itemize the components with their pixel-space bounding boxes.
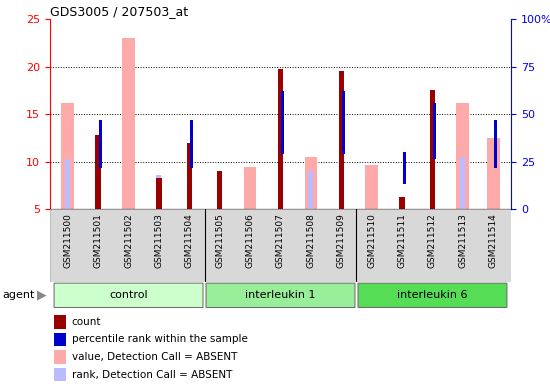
Text: GSM211514: GSM211514 xyxy=(489,213,498,268)
Text: GSM211513: GSM211513 xyxy=(458,213,468,268)
Bar xyxy=(190,120,193,168)
Bar xyxy=(54,351,65,364)
Text: agent: agent xyxy=(3,290,35,300)
Bar xyxy=(244,167,256,209)
Text: GSM211512: GSM211512 xyxy=(428,213,437,268)
Text: GSM211505: GSM211505 xyxy=(215,213,224,268)
Bar xyxy=(494,120,497,168)
Bar xyxy=(282,91,284,154)
Text: GSM211503: GSM211503 xyxy=(155,213,163,268)
Bar xyxy=(156,175,161,209)
Text: ▶: ▶ xyxy=(37,288,47,301)
Text: GSM211504: GSM211504 xyxy=(185,213,194,268)
Bar xyxy=(65,159,70,209)
Text: rank, Detection Call = ABSENT: rank, Detection Call = ABSENT xyxy=(72,369,232,379)
Text: GSM211511: GSM211511 xyxy=(398,213,406,268)
Bar xyxy=(95,135,101,209)
Bar xyxy=(156,178,162,209)
Bar xyxy=(54,333,65,346)
Text: GSM211506: GSM211506 xyxy=(246,213,255,268)
Text: GSM211507: GSM211507 xyxy=(276,213,285,268)
Text: count: count xyxy=(72,317,101,327)
FancyBboxPatch shape xyxy=(358,283,507,308)
Text: GSM211501: GSM211501 xyxy=(94,213,103,268)
Bar xyxy=(62,103,74,209)
Bar xyxy=(399,197,405,209)
Bar xyxy=(365,165,378,209)
Bar xyxy=(99,120,102,168)
Bar xyxy=(54,368,65,381)
Text: control: control xyxy=(109,290,148,300)
Text: interleukin 6: interleukin 6 xyxy=(397,290,468,300)
Bar xyxy=(305,157,317,209)
Bar xyxy=(122,38,135,209)
Text: GSM211500: GSM211500 xyxy=(63,213,72,268)
Bar xyxy=(456,103,469,209)
FancyBboxPatch shape xyxy=(54,283,203,308)
Text: GDS3005 / 207503_at: GDS3005 / 207503_at xyxy=(50,5,188,18)
Text: GSM211510: GSM211510 xyxy=(367,213,376,268)
Bar xyxy=(217,171,222,209)
Bar xyxy=(309,171,313,209)
Text: percentile rank within the sample: percentile rank within the sample xyxy=(72,334,248,344)
Bar xyxy=(430,89,435,209)
FancyBboxPatch shape xyxy=(206,283,355,308)
Bar xyxy=(460,157,465,209)
Bar xyxy=(96,149,101,209)
Text: GSM211509: GSM211509 xyxy=(337,213,346,268)
Text: interleukin 1: interleukin 1 xyxy=(245,290,316,300)
Bar xyxy=(487,138,499,209)
Text: GSM211502: GSM211502 xyxy=(124,213,133,268)
Bar xyxy=(339,71,344,209)
Text: GSM211508: GSM211508 xyxy=(306,213,315,268)
Bar xyxy=(433,103,436,159)
Text: value, Detection Call = ABSENT: value, Detection Call = ABSENT xyxy=(72,352,237,362)
Bar xyxy=(186,143,192,209)
Bar xyxy=(278,69,283,209)
Bar xyxy=(403,152,406,184)
Bar xyxy=(342,91,345,154)
Bar xyxy=(54,315,65,329)
